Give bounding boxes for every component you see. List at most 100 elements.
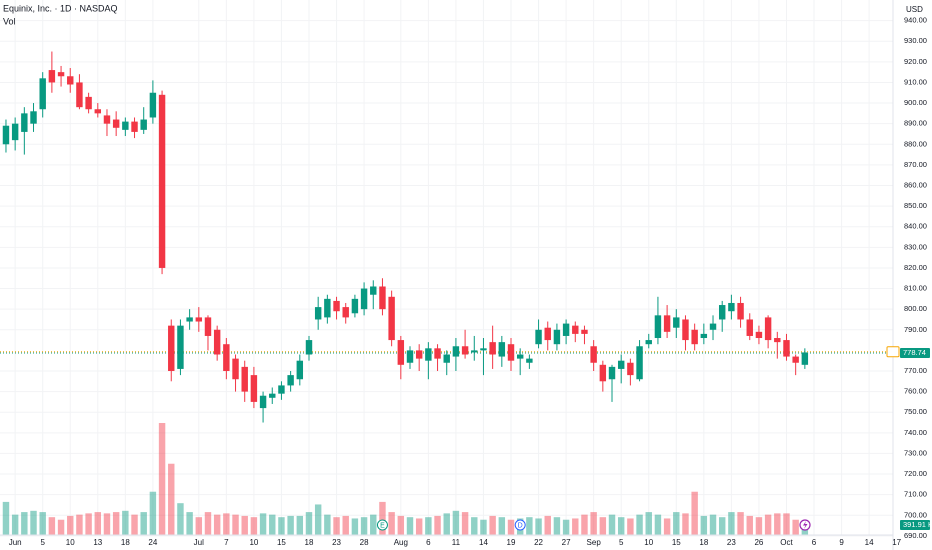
volume-bar: [232, 514, 239, 535]
volume-bar: [296, 515, 304, 535]
candle-body: [617, 360, 625, 369]
x-tick-label: Aug: [394, 538, 408, 547]
candle-body: [700, 333, 708, 339]
volume-bar: [287, 515, 294, 535]
candle-body: [195, 317, 203, 322]
volume-bar: [682, 513, 689, 535]
candle-body: [627, 362, 634, 376]
volume-bar: [351, 518, 359, 535]
volume-bar: [370, 514, 377, 535]
volume-bar: [572, 518, 579, 535]
volume-bar: [241, 515, 248, 535]
candle-body: [11, 123, 19, 141]
extended-price-icon: [886, 346, 900, 358]
candle-body: [764, 317, 772, 341]
candle-body: [213, 329, 221, 355]
volume-bar: [471, 517, 478, 535]
candle-body: [535, 329, 542, 345]
volume-bar: [581, 514, 588, 535]
x-tick-label: 14: [865, 538, 874, 547]
candle-body: [112, 119, 120, 128]
volume-bar: [562, 519, 570, 535]
volume-bar: [443, 513, 450, 535]
candle-body: [737, 302, 744, 320]
volume-bar: [388, 512, 395, 535]
x-tick-label: 18: [699, 538, 708, 547]
volume-bar: [461, 512, 469, 535]
candle-body: [480, 348, 487, 351]
event-marker: [376, 519, 388, 531]
volume-bar: [269, 514, 276, 535]
candle-body: [85, 96, 92, 110]
candle-body: [21, 113, 28, 132]
y-tick-label: 800.00: [904, 304, 927, 313]
volume-bar: [397, 515, 405, 535]
x-tick-label: 17: [892, 538, 901, 547]
x-tick-label: 7: [224, 538, 229, 547]
volume-bar: [617, 517, 625, 535]
volume-bar: [489, 515, 496, 535]
volume-bar: [608, 514, 616, 535]
volume-bar: [250, 517, 258, 535]
candle-body: [149, 92, 157, 118]
candle-body: [801, 352, 809, 365]
lightning-glyph: [803, 521, 808, 529]
candle-body: [39, 78, 46, 110]
x-tick-label: 24: [148, 538, 157, 547]
candle-body: [2, 125, 10, 145]
y-tick-label: 770.00: [904, 366, 927, 375]
volume-bar: [314, 504, 322, 535]
candle-body: [792, 356, 799, 363]
candle-body: [30, 111, 37, 124]
volume-bar: [305, 512, 313, 535]
candle-body: [94, 109, 102, 114]
candle-body: [296, 360, 304, 380]
y-tick-label: 900.00: [904, 98, 927, 107]
event-label: E: [380, 522, 385, 529]
last-price-tag: [900, 347, 930, 358]
candle-body: [204, 317, 212, 336]
volume-bar: [783, 513, 790, 535]
volume-bar: [204, 512, 212, 535]
candle-body: [388, 296, 395, 341]
y-tick-label: 890.00: [904, 119, 927, 128]
candle-body: [76, 82, 83, 108]
volume-bar: [57, 519, 65, 535]
volume-bar: [627, 518, 634, 535]
volume-pane: [2, 423, 809, 535]
x-tick-label: 13: [93, 538, 102, 547]
y-tick-label: 840.00: [904, 222, 927, 231]
candle-body: [746, 319, 753, 336]
volume-bar: [764, 514, 772, 535]
x-tick-label: 9: [839, 538, 844, 547]
candle-body: [718, 305, 726, 320]
candle-body: [415, 350, 423, 359]
x-tick-label: 26: [754, 538, 763, 547]
candle-body: [122, 121, 129, 130]
volume-label: Vol: [3, 16, 16, 26]
volume-bar: [792, 519, 799, 535]
candle-body: [498, 342, 506, 357]
volume-bar: [168, 463, 175, 535]
candle-body: [755, 331, 763, 339]
volume-bar: [149, 491, 157, 535]
volume-bar: [67, 515, 74, 535]
volume-bar: [425, 517, 432, 535]
last-price-label: 778.74: [903, 348, 926, 357]
y-tick-label: 810.00: [904, 284, 927, 293]
volume-bar: [223, 513, 230, 535]
volume-bar: [718, 517, 726, 535]
x-tick-label: 5: [40, 538, 45, 547]
y-tick-label: 860.00: [904, 180, 927, 189]
candle-body: [544, 327, 551, 341]
candle-body: [259, 395, 267, 409]
candle-body: [351, 298, 359, 314]
candle-body: [461, 346, 469, 355]
volume-bar: [452, 510, 460, 535]
candle-body: [636, 346, 643, 380]
x-tick-label: 15: [672, 538, 681, 547]
candle-body: [553, 329, 561, 345]
candle-body: [516, 354, 524, 359]
volume-bar: [599, 517, 607, 535]
